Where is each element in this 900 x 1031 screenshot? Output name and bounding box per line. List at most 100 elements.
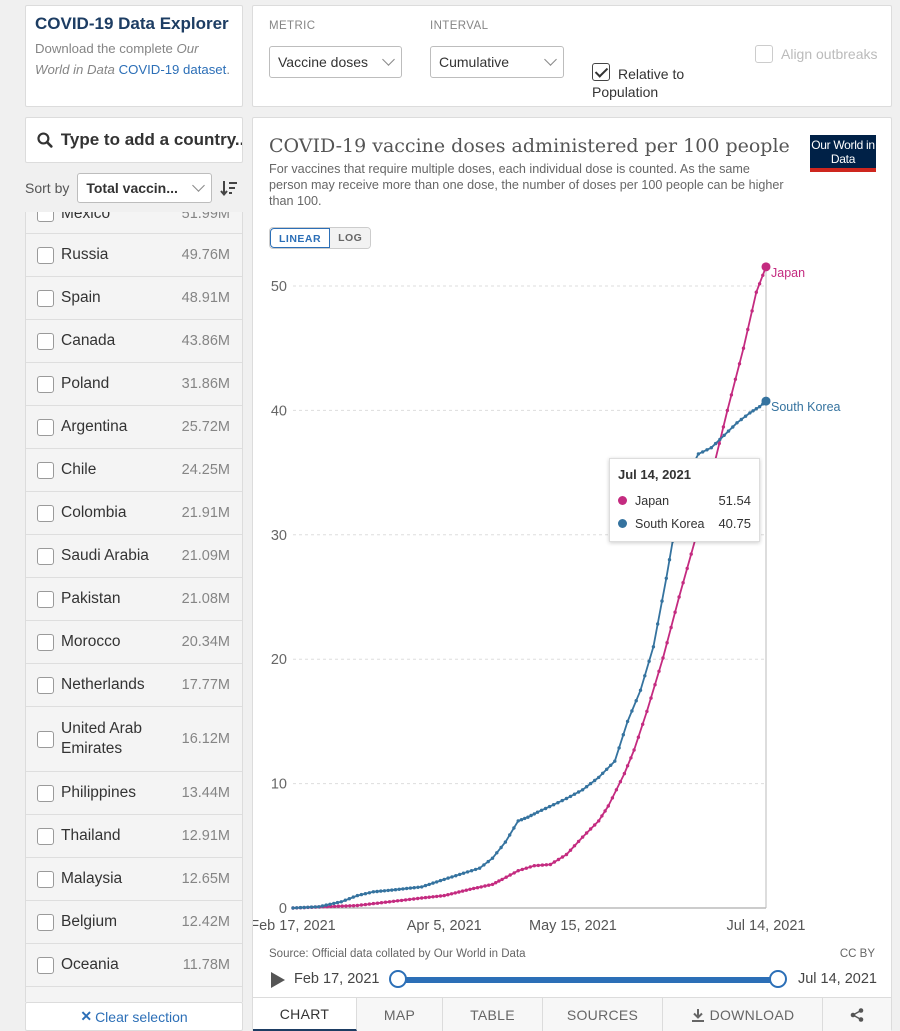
timeline-start-handle[interactable] (389, 970, 407, 988)
data-point (516, 819, 520, 823)
data-point (438, 894, 443, 898)
sort-order-icon[interactable] (220, 179, 238, 197)
tab-sources[interactable]: SOURCES (543, 998, 663, 1031)
chart-tabs: CHART MAP TABLE SOURCES DOWNLOAD (253, 997, 891, 1031)
country-checkbox[interactable] (37, 956, 54, 974)
chart-license[interactable]: CC BY (839, 948, 875, 960)
country-checkbox[interactable] (37, 676, 54, 694)
data-point (479, 885, 483, 889)
scale-toggle[interactable]: LINEAR LOG (269, 227, 372, 249)
country-row[interactable]: Russia 49.76M (26, 234, 242, 277)
country-checkbox[interactable] (37, 633, 54, 651)
country-row[interactable]: Netherlands 17.77M (26, 664, 242, 707)
country-checkbox[interactable] (37, 590, 54, 608)
country-checkbox[interactable] (37, 332, 54, 350)
data-point (446, 893, 450, 897)
data-point (638, 688, 643, 692)
country-checkbox[interactable] (37, 827, 54, 845)
data-point (306, 905, 310, 909)
data-point (499, 845, 503, 850)
line-chart[interactable]: 0 10 20 30 40 50 Feb 17, 2021 Apr 5, 2021 May 15… (253, 118, 893, 948)
country-checkbox[interactable] (37, 461, 54, 479)
data-point (431, 895, 435, 899)
endpoint-marker[interactable] (761, 396, 771, 406)
country-row[interactable]: Spain 48.91M (26, 277, 242, 320)
series-line-japan[interactable] (292, 266, 767, 909)
country-row[interactable]: Pakistan 21.08M (26, 578, 242, 621)
country-checkbox[interactable] (37, 418, 54, 436)
country-checkbox[interactable] (37, 246, 54, 264)
tab-chart[interactable]: CHART (253, 998, 357, 1031)
data-point (497, 879, 501, 883)
interval-select[interactable]: Cumulative (430, 46, 564, 78)
country-checkbox[interactable] (37, 289, 54, 307)
data-point (739, 417, 743, 422)
country-row[interactable]: Canada 43.86M (26, 320, 242, 363)
country-row[interactable]: Mexico 51.99M (26, 212, 242, 234)
country-checkbox[interactable] (37, 504, 54, 522)
country-row[interactable]: Oceania 11.78M (26, 944, 242, 987)
tab-map[interactable]: MAP (357, 998, 443, 1031)
country-list[interactable]: Mexico 51.99M Russia 49.76M Spain 48.91M Canad… (25, 212, 243, 1002)
data-point (367, 902, 372, 906)
play-icon[interactable] (271, 972, 285, 988)
country-row[interactable]: Philippines 13.44M (26, 772, 242, 815)
data-point (295, 906, 299, 910)
scale-linear-button[interactable]: LINEAR (270, 228, 331, 248)
clear-selection-button[interactable]: ✕ Clear selection (25, 1002, 243, 1031)
timeline[interactable]: Feb 17, 2021 Jul 14, 2021 (269, 968, 877, 992)
scale-log-button[interactable]: LOG (330, 228, 371, 248)
country-row[interactable]: Argentina 25.72M (26, 406, 242, 449)
country-row[interactable]: Chile 24.25M (26, 449, 242, 492)
relative-label[interactable]: Relative to Population (592, 66, 685, 100)
country-checkbox[interactable] (37, 784, 54, 802)
data-point (656, 622, 660, 626)
data-point (351, 895, 355, 899)
share-button[interactable] (823, 998, 891, 1031)
country-row[interactable]: Thailand 12.91M (26, 815, 242, 858)
align-label[interactable]: Align outbreaks (781, 46, 878, 62)
chevron-down-icon (544, 53, 557, 66)
tab-table[interactable]: TABLE (443, 998, 543, 1031)
owid-logo[interactable]: Our World in Data (810, 135, 876, 172)
data-point (593, 778, 597, 783)
dataset-link[interactable]: COVID-19 dataset (118, 62, 227, 77)
country-checkbox[interactable] (37, 730, 54, 748)
tab-download[interactable]: DOWNLOAD (663, 998, 823, 1031)
country-row[interactable]: Saudi Arabia 21.09M (26, 535, 242, 578)
endpoint-marker[interactable] (761, 262, 771, 272)
chart-source[interactable]: Source: Official data collated by Our Wo… (269, 948, 526, 960)
x-tick-label: Apr 5, 2021 (407, 918, 482, 934)
country-checkbox[interactable] (37, 913, 54, 931)
data-point (416, 896, 420, 901)
country-checkbox[interactable] (37, 212, 54, 222)
country-row[interactable]: Poland 31.86M (26, 363, 242, 406)
timeline-track[interactable] (397, 977, 777, 983)
country-row[interactable]: Malaysia 12.65M (26, 858, 242, 901)
timeline-end-handle[interactable] (769, 970, 787, 988)
align-checkbox[interactable] (755, 45, 773, 63)
country-row[interactable]: Colombia 21.91M (26, 492, 242, 535)
country-row[interactable]: Morocco 20.34M (26, 621, 242, 664)
data-point (348, 904, 352, 908)
search-input[interactable]: Type to add a country.. (60, 130, 242, 149)
country-checkbox[interactable] (37, 375, 54, 393)
data-point (535, 810, 540, 814)
country-name: Netherlands (61, 676, 145, 693)
country-row[interactable]: United Arab Emirates 16.12M (26, 707, 242, 772)
chart-title: COVID-19 vaccine doses administered per … (269, 135, 790, 157)
sort-select[interactable]: Total vaccin... (77, 173, 213, 203)
relative-checkbox[interactable] (592, 63, 610, 81)
data-point (632, 748, 636, 752)
data-point (291, 906, 295, 910)
data-point (737, 362, 742, 366)
data-point (576, 790, 581, 794)
clear-selection-label: Clear selection (95, 1008, 188, 1025)
country-checkbox[interactable] (37, 547, 54, 565)
country-search[interactable]: Type to add a country.. (25, 117, 243, 163)
country-checkbox[interactable] (37, 870, 54, 888)
metric-select[interactable]: Vaccine doses (269, 46, 402, 78)
search-icon (37, 132, 53, 148)
y-tick-label: 10 (271, 777, 287, 793)
country-row[interactable]: Belgium 12.42M (26, 901, 242, 944)
